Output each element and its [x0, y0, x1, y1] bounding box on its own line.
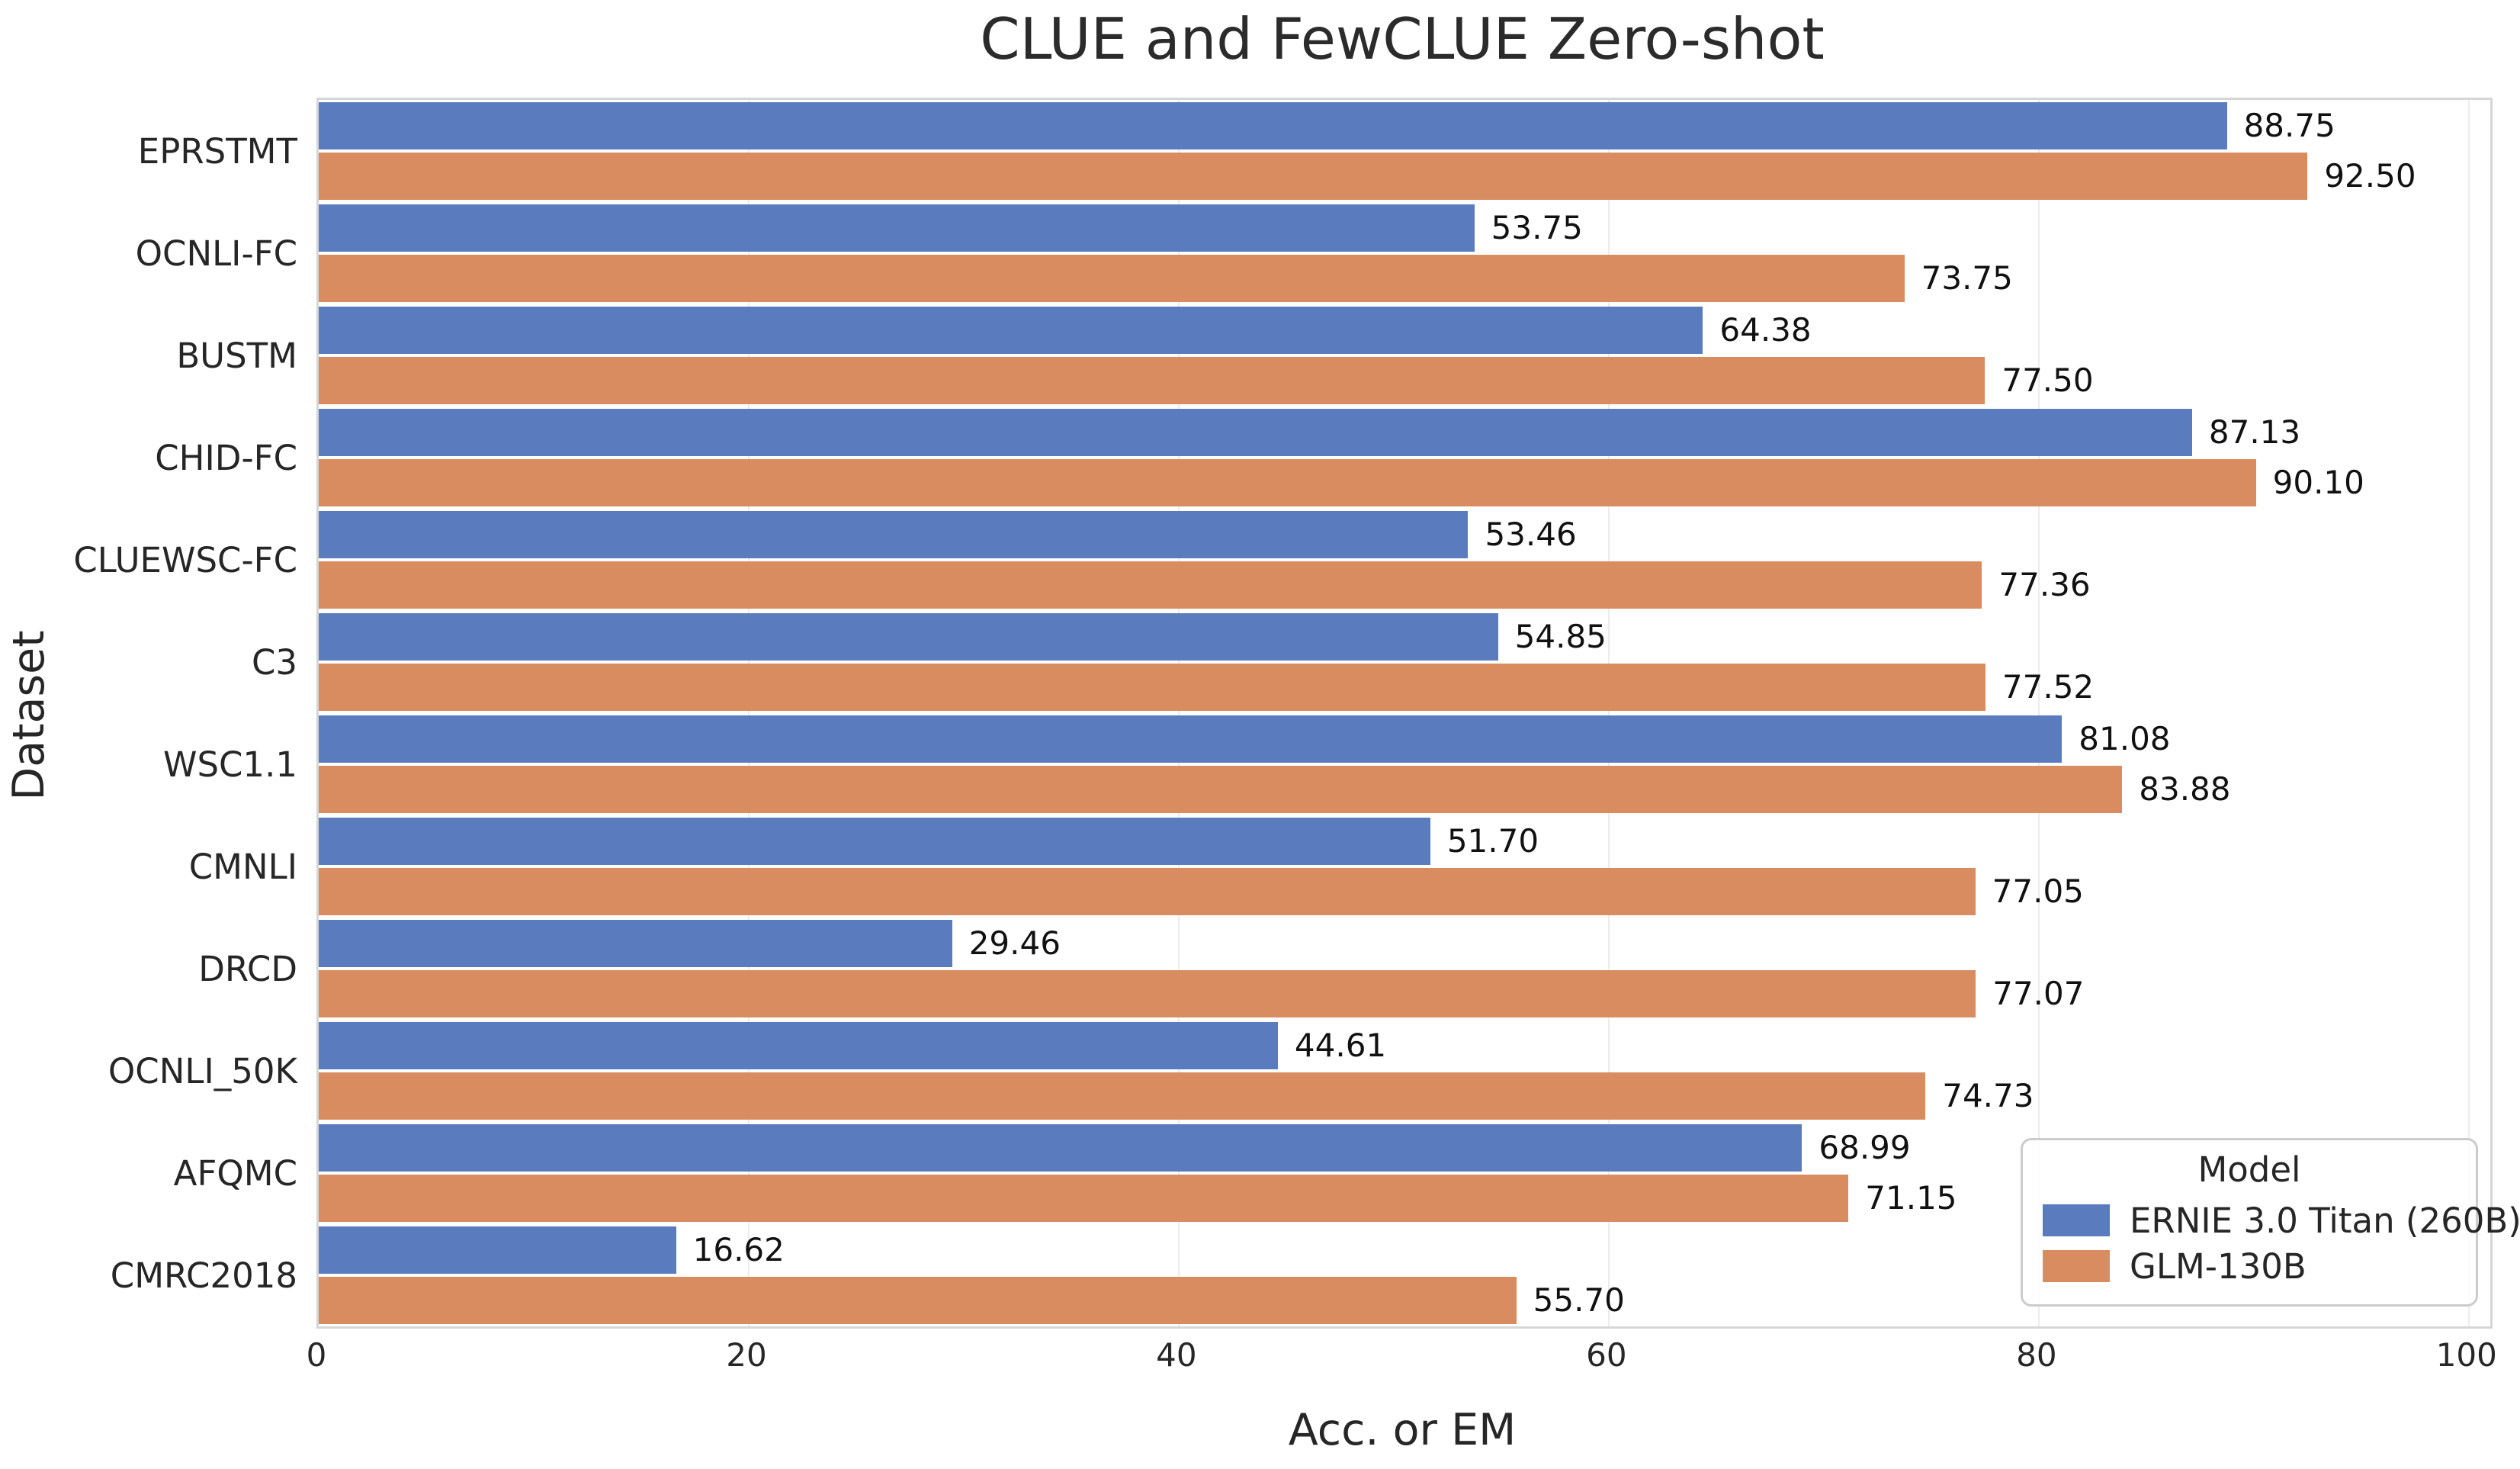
x-tick-label: 20: [726, 1336, 767, 1374]
bar-rows-container: EPRSTMT 88.75 92.50 OCNLI-FC 53.75 73.75 BUSTM…: [73, 100, 2490, 1326]
bar-ernie: [319, 818, 1430, 865]
value-label: 44.61: [1294, 1027, 1387, 1064]
value-label: 81.08: [2079, 720, 2171, 757]
gridline: [1607, 100, 1610, 1326]
value-label: 73.75: [1921, 259, 2013, 297]
bar-row: OCNLI_50K 44.61 74.73: [108, 1020, 2490, 1122]
gridline: [1177, 100, 1180, 1326]
bar-ernie: [319, 511, 1469, 558]
value-label: 64.38: [1719, 311, 1812, 349]
x-tick-label: 0: [306, 1336, 327, 1374]
gridline: [747, 100, 750, 1326]
x-tick-label: 60: [1586, 1336, 1627, 1374]
y-tick-label: C3: [251, 641, 297, 683]
legend-entry: ERNIE 3.0 Titan (260B): [2043, 1197, 2520, 1243]
value-label: 92.50: [2324, 157, 2416, 194]
bar-glm: [319, 357, 1986, 404]
legend: Model ERNIE 3.0 Titan (260B) GLM-130B: [2021, 1138, 2520, 1307]
value-label: 68.99: [1819, 1129, 1911, 1166]
y-axis-label: Dataset: [4, 630, 54, 801]
value-label: 53.75: [1491, 209, 1583, 246]
value-label: 87.13: [2208, 413, 2301, 451]
value-label: 29.46: [968, 924, 1061, 962]
bar-ernie: [319, 204, 1475, 252]
bar-ernie: [319, 1022, 1278, 1069]
value-label: 90.10: [2272, 464, 2364, 501]
bar-ernie: [319, 920, 952, 967]
bar-row: CMRC2018 16.62 55.70: [111, 1224, 2490, 1326]
y-tick-label: BUSTM: [176, 335, 297, 376]
bar-row: CLUEWSC-FC 53.46 77.36: [73, 509, 2490, 611]
legend-label: ERNIE 3.0 Titan (260B): [2130, 1200, 2520, 1241]
value-label: 16.62: [692, 1231, 785, 1268]
value-label: 55.70: [1533, 1281, 1625, 1319]
bar-row: CHID-FC 87.13 90.10: [155, 407, 2490, 509]
bar-row: DRCD 29.46 77.07: [198, 918, 2490, 1020]
bar-glm: [319, 459, 2256, 506]
value-label: 77.50: [2002, 362, 2094, 399]
bar-row: OCNLI-FC 53.75 73.75: [136, 202, 2490, 304]
bar-ernie: [319, 1226, 676, 1274]
legend-swatch-glm: [2043, 1250, 2110, 1282]
plot-area: EPRSTMT 88.75 92.50 OCNLI-FC 53.75 73.75 BUSTM…: [73, 98, 2520, 1329]
value-label: 77.07: [1992, 975, 2085, 1012]
bar-glm: [319, 255, 1905, 302]
x-axis-ticks: 0 20 40 60 80 100: [307, 1336, 2497, 1382]
bar-row: EPRSTMT 88.75 92.50: [138, 100, 2490, 202]
y-tick-label: CMNLI: [188, 846, 297, 887]
legend-title: Model: [2197, 1149, 2301, 1190]
y-tick-label: OCNLI-FC: [135, 233, 297, 274]
bar-row: CMNLI 51.70 77.05: [189, 815, 2490, 918]
bar-glm: [319, 1072, 1926, 1120]
value-label: 53.46: [1485, 516, 1577, 553]
legend-swatch-ernie: [2043, 1204, 2110, 1236]
y-tick-label: CMRC2018: [110, 1255, 297, 1296]
value-label: 51.70: [1446, 822, 1539, 860]
y-tick-label: WSC1.1: [162, 744, 297, 785]
bar-glm: [319, 1277, 1517, 1324]
y-tick-label: EPRSTMT: [137, 130, 297, 172]
value-label: 77.52: [2002, 668, 2095, 706]
bar-glm: [319, 868, 1976, 915]
bar-glm: [319, 153, 2308, 200]
value-label: 83.88: [2139, 770, 2231, 808]
bar-ernie: [319, 409, 2192, 456]
bar-ernie: [319, 102, 2227, 149]
x-axis-label: Acc. or EM: [1288, 1405, 1517, 1455]
x-tick-label: 40: [1156, 1336, 1197, 1374]
bar-row: AFQMC 68.99 71.15: [174, 1122, 2490, 1224]
value-label: 77.36: [1998, 566, 2091, 603]
value-label: 71.15: [1865, 1179, 1957, 1217]
legend-label: GLM-130B: [2130, 1246, 2307, 1287]
y-tick-label: CHID-FC: [155, 437, 297, 478]
bar-row: C3 54.85 77.52: [252, 611, 2490, 713]
bar-ernie: [319, 613, 1498, 661]
bar-glm: [319, 766, 2123, 813]
bar-glm: [319, 970, 1976, 1017]
value-label: 74.73: [1942, 1077, 2034, 1114]
x-tick-label: 80: [2016, 1336, 2057, 1374]
bar-row: WSC1.1 81.08 83.88: [163, 713, 2490, 815]
bar-glm: [319, 664, 1986, 711]
bar-ernie: [319, 1124, 1803, 1172]
bar-row: BUSTM 64.38 77.50: [176, 304, 2490, 407]
y-tick-label: DRCD: [198, 948, 297, 989]
legend-entries: ERNIE 3.0 Titan (260B) GLM-130B: [2043, 1197, 2520, 1289]
bar-ernie: [319, 715, 2063, 763]
value-label: 54.85: [1514, 618, 1607, 655]
gridline: [2467, 100, 2470, 1326]
gridline: [2037, 100, 2040, 1326]
bar-ernie: [319, 307, 1703, 354]
y-tick-label: OCNLI_50K: [108, 1050, 297, 1091]
chart-title: CLUE and FewCLUE Zero-shot: [980, 5, 1825, 72]
bar-glm: [319, 561, 1982, 609]
value-label: 88.75: [2243, 107, 2335, 144]
x-tick-label: 100: [2435, 1336, 2497, 1374]
y-tick-label: AFQMC: [173, 1152, 297, 1194]
y-tick-label: CLUEWSC-FC: [73, 539, 297, 580]
bar-glm: [319, 1175, 1849, 1222]
value-label: 77.05: [1992, 873, 2084, 910]
legend-entry: GLM-130B: [2043, 1243, 2456, 1289]
